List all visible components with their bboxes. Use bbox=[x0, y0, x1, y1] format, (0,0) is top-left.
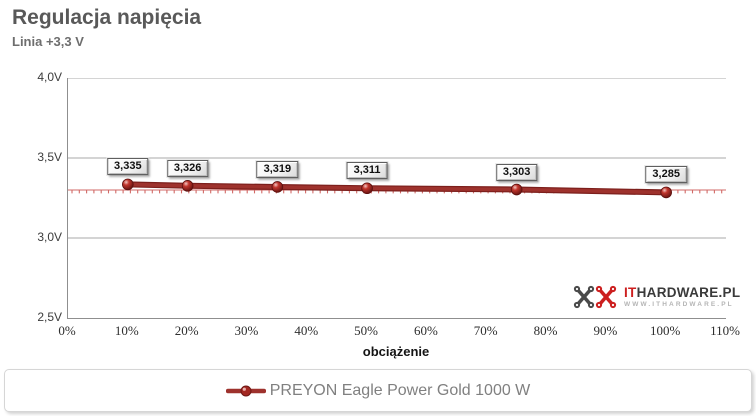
data-point-label: 3,326 bbox=[166, 159, 209, 177]
y-axis-tick-label: 4,0V bbox=[37, 70, 62, 84]
data-point-label: 3,303 bbox=[495, 163, 538, 181]
series-plot bbox=[68, 78, 726, 239]
x-axis-tick-label: 60% bbox=[413, 323, 438, 338]
x-axis-tick-label: 0% bbox=[58, 323, 76, 338]
data-point-label: 3,311 bbox=[346, 162, 388, 180]
y-axis-tick-label: 3,5V bbox=[37, 150, 62, 164]
x-axis-tick-label: 100% bbox=[650, 323, 681, 338]
y-axis-tick-label: 3,0V bbox=[37, 230, 62, 244]
x-axis-tick-label: 70% bbox=[473, 323, 498, 338]
data-point-label: 3,319 bbox=[256, 160, 299, 178]
x-axis-tick-label: 80% bbox=[533, 323, 558, 338]
legend-series-marker-icon bbox=[225, 385, 266, 396]
data-point-label: 3,285 bbox=[645, 166, 687, 184]
x-axis-tick-label: 30% bbox=[234, 323, 259, 338]
ithardware-watermark: ITHARDWARE.PL WWW.ITHARDWARE.PL bbox=[572, 282, 740, 312]
x-axis-title: obciążenie bbox=[362, 344, 430, 359]
x-axis-tick-label: 20% bbox=[174, 323, 199, 338]
chart-title: Regulacja napięcia bbox=[12, 6, 202, 29]
data-point-label: 3,335 bbox=[107, 158, 149, 176]
brand-url: WWW.ITHARDWARE.PL bbox=[624, 300, 734, 308]
x-axis-tick-label: 110% bbox=[710, 323, 740, 338]
ithardware-logo-icon bbox=[573, 285, 617, 309]
legend-series-label: PREYON Eagle Power Gold 1000 W bbox=[269, 381, 531, 399]
brand-name: ITHARDWARE.PL bbox=[624, 286, 740, 300]
x-axis-tick-label: 90% bbox=[593, 323, 618, 338]
chart-subtitle: Linia +3,3 V bbox=[12, 34, 84, 49]
x-axis-tick-label: 50% bbox=[354, 323, 378, 338]
y-axis-tick-label: 2,5V bbox=[37, 310, 62, 324]
brand-it: IT bbox=[624, 285, 637, 300]
plot-area: 3,335 3,326 3,319 3,311 3,303 3,285 bbox=[67, 78, 726, 319]
x-axis-tick-label: 10% bbox=[114, 323, 139, 338]
brand-rest: HARDWARE.PL bbox=[636, 285, 741, 300]
legend: PREYON Eagle Power Gold 1000 W bbox=[4, 369, 752, 412]
x-axis-tick-label: 40% bbox=[294, 323, 319, 338]
